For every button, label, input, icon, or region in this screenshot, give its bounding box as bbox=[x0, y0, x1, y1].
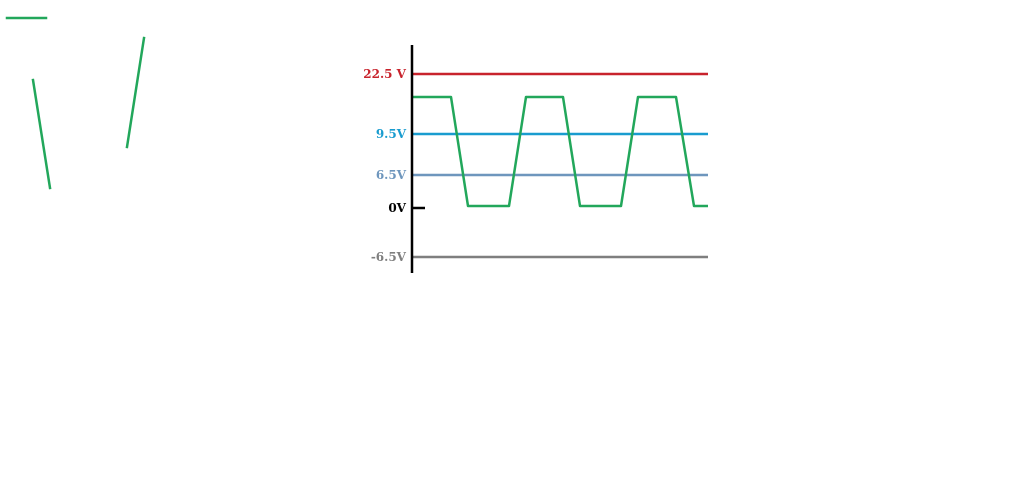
level-9-5v-label: 9.5V bbox=[376, 127, 407, 141]
reference-levels bbox=[413, 72, 708, 259]
level-labels: 22.5 V 9.5V 6.5V 0V -6.5V bbox=[363, 67, 406, 264]
level-22-5v-label: 22.5 V bbox=[363, 67, 406, 81]
stray-strokes bbox=[5, 16, 146, 190]
level-6-5v-label: 6.5V bbox=[376, 168, 407, 182]
trapezoid-waveform bbox=[413, 95, 708, 208]
stray-rising-edge bbox=[125, 36, 146, 149]
level-0v-label: 0V bbox=[388, 201, 406, 215]
level-neg-6-5v-label: -6.5V bbox=[371, 250, 407, 264]
stray-falling-edge bbox=[31, 78, 52, 190]
